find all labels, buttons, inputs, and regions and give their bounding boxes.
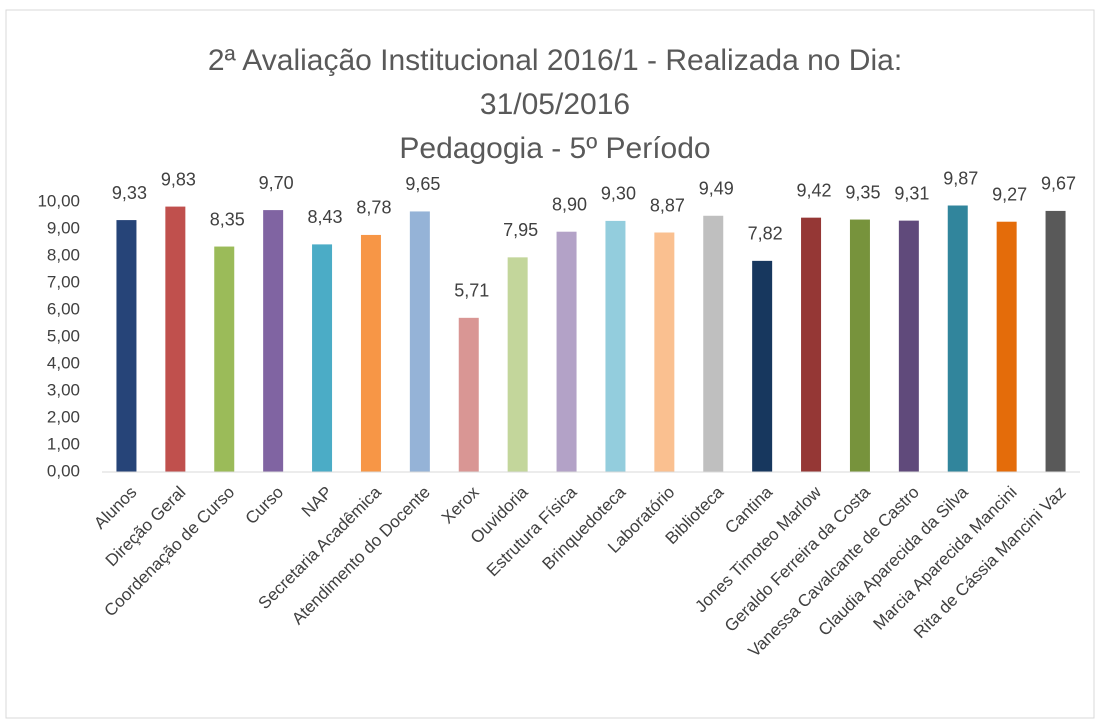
y-tick-label: 7,00: [47, 272, 80, 291]
bar: [703, 215, 724, 472]
bar: [996, 221, 1017, 472]
y-tick-label: 9,00: [47, 218, 80, 237]
bar: [312, 244, 333, 472]
value-label: 9,49: [699, 179, 734, 199]
value-label: 9,70: [259, 173, 294, 193]
chart-title: Pedagogia - 5º Período: [399, 132, 710, 165]
value-label: 8,43: [308, 207, 343, 227]
y-tick-label: 10,00: [37, 191, 80, 210]
value-label: 5,71: [454, 281, 489, 301]
y-tick-label: 2,00: [47, 407, 80, 426]
y-tick-label: 6,00: [47, 299, 80, 318]
value-label: 9,27: [992, 184, 1027, 204]
value-label: 9,33: [112, 183, 147, 203]
bar: [849, 219, 870, 472]
y-tick-label: 3,00: [47, 380, 80, 399]
bar: [556, 231, 577, 472]
bar: [360, 234, 381, 472]
bar: [214, 246, 235, 472]
y-tick-label: 8,00: [47, 245, 80, 264]
chart-title: 31/05/2016: [480, 88, 630, 121]
bar: [1045, 210, 1066, 472]
value-label: 9,30: [601, 184, 636, 204]
bar: [165, 206, 186, 472]
y-tick-label: 1,00: [47, 434, 80, 453]
value-label: 9,67: [1041, 174, 1076, 194]
value-label: 7,82: [748, 224, 783, 244]
y-tick-label: 5,00: [47, 326, 80, 345]
bar: [947, 205, 968, 472]
value-label: 8,90: [552, 194, 587, 214]
y-tick-label: 0,00: [47, 461, 80, 480]
bar: [752, 260, 773, 472]
value-label: 9,65: [405, 174, 440, 194]
value-label: 8,35: [210, 209, 245, 229]
bar: [116, 220, 137, 472]
y-tick-label: 4,00: [47, 353, 80, 372]
bar: [263, 210, 284, 472]
value-label: 9,35: [845, 182, 880, 202]
value-label: 9,83: [161, 169, 196, 189]
bar: [898, 220, 919, 472]
chart-title: 2ª Avaliação Institucional 2016/1 - Real…: [208, 44, 902, 77]
bar: [409, 211, 430, 472]
value-label: 7,95: [503, 220, 538, 240]
value-label: 8,87: [650, 195, 685, 215]
value-label: 9,87: [943, 168, 978, 188]
bar: [605, 220, 626, 472]
bar: [458, 317, 479, 472]
bar: [507, 257, 528, 472]
bar: [654, 232, 675, 472]
value-label: 9,42: [797, 180, 832, 200]
bar: [801, 217, 822, 472]
value-label: 9,31: [894, 183, 929, 203]
value-label: 8,78: [356, 198, 391, 218]
